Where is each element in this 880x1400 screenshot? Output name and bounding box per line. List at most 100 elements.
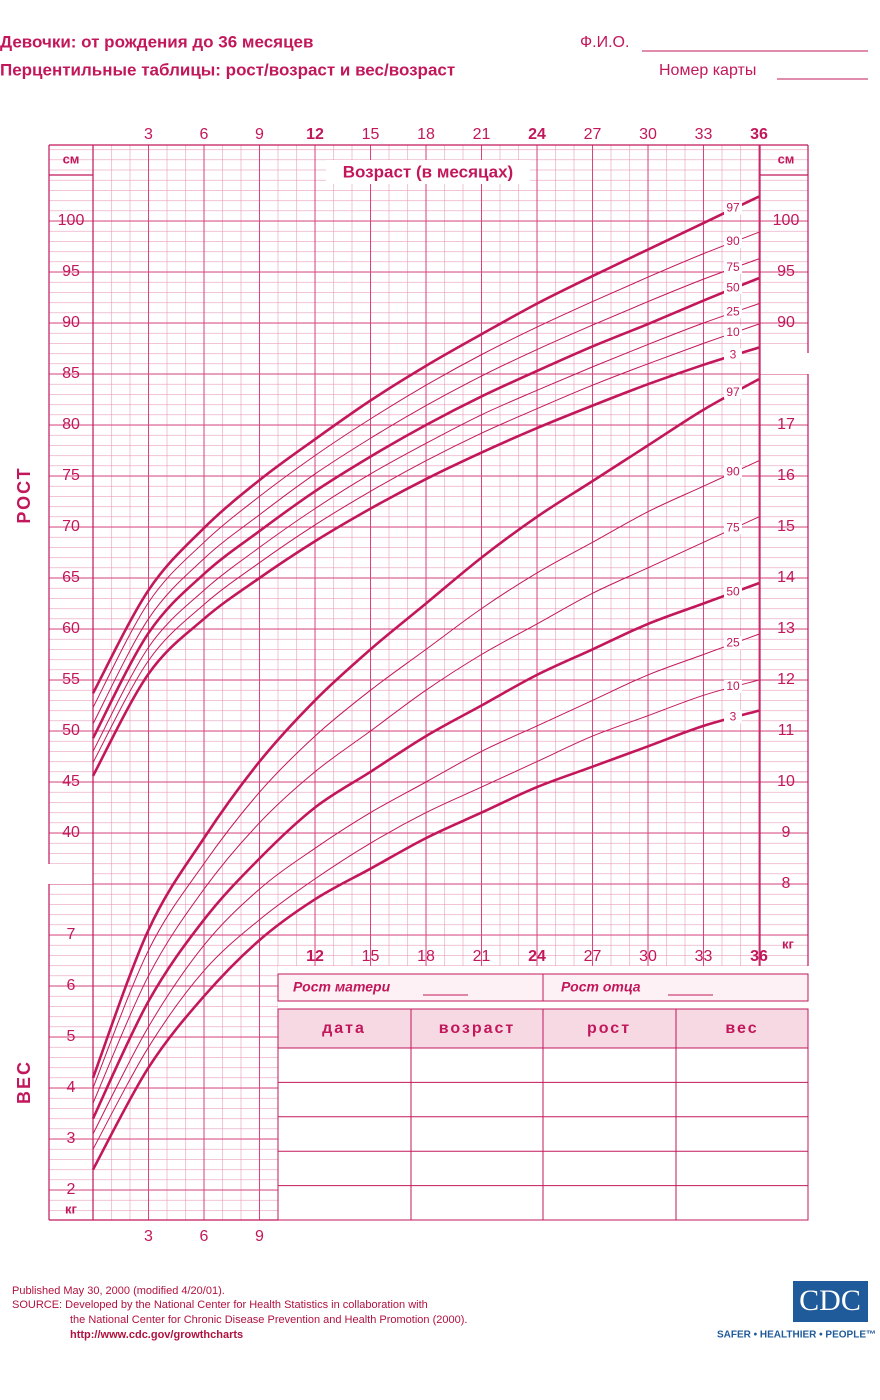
curve-label-bg — [724, 348, 742, 362]
column-header: дата — [322, 1020, 366, 1037]
unit-label: см — [778, 151, 795, 166]
y-tick-label: 10 — [777, 773, 795, 790]
x-tick-label: 21 — [473, 126, 491, 143]
y-tick-label: 90 — [62, 314, 80, 331]
y-tick-label: 60 — [62, 620, 80, 637]
y-tick-label: 95 — [62, 263, 80, 280]
y-tick-label: 7 — [67, 926, 76, 943]
x-tick-label: 33 — [695, 126, 713, 143]
y-tick-label: 4 — [67, 1079, 76, 1096]
x-tick-label: 21 — [473, 948, 491, 965]
y-tick-label: 17 — [777, 416, 795, 433]
x-tick-label: 18 — [417, 126, 435, 143]
slogan: SAFER • HEALTHIER • PEOPLE™ — [717, 1330, 876, 1341]
published: Published May 30, 2000 (modified 4/20/01… — [12, 1285, 225, 1297]
x-tick-label: 27 — [584, 126, 602, 143]
y-tick-label: 6 — [67, 977, 76, 994]
y-axis-title: ВЕС — [14, 1060, 34, 1104]
x-tick-label: 30 — [639, 948, 657, 965]
unit-label: кг — [782, 936, 795, 951]
x-tick-label: 24 — [528, 948, 546, 965]
y-tick-label: 80 — [62, 416, 80, 433]
x-tick-label: 9 — [255, 126, 264, 143]
percentile-curve — [92, 460, 760, 1089]
y-tick-label: 9 — [782, 824, 791, 841]
curve-label-bg — [724, 465, 742, 479]
y-tick-label: 8 — [782, 875, 791, 892]
y-tick-label: 16 — [777, 467, 795, 484]
x-tick-label: 33 — [695, 948, 713, 965]
father-height: Рост отца — [561, 979, 641, 995]
curve-label-bg — [724, 234, 742, 248]
curve-label-bg — [724, 385, 742, 399]
curve-label: 25 — [726, 635, 740, 649]
percentile-curve — [91, 581, 760, 1120]
curve-label: 75 — [726, 520, 740, 534]
y-tick-label: 15 — [777, 518, 795, 535]
xlabel-bg — [326, 160, 530, 184]
x-tick-label: 3 — [144, 1228, 153, 1245]
x-tick-label: 27 — [584, 948, 602, 965]
column-header: возраст — [439, 1020, 516, 1037]
curve-label: 25 — [726, 305, 740, 319]
x-tick-label: 12 — [306, 126, 324, 143]
subtitle: Перцентильные таблицы: рост/возраст и ве… — [0, 60, 455, 79]
curve-label: 97 — [726, 201, 740, 215]
curve-label-bg — [724, 521, 742, 535]
curve-label: 10 — [726, 325, 740, 339]
percentile-curve — [92, 258, 760, 725]
curve-label: 50 — [726, 584, 740, 598]
curve-label: 10 — [726, 679, 740, 693]
unit-label: кг — [65, 1201, 78, 1216]
curve-label: 75 — [726, 260, 740, 274]
curve-label-bg — [724, 585, 742, 599]
x-tick-label: 36 — [750, 948, 768, 965]
y-tick-label: 95 — [777, 263, 795, 280]
y-tick-label: 5 — [67, 1028, 76, 1045]
percentile-curve — [92, 303, 760, 752]
x-tick-label: 15 — [362, 126, 380, 143]
x-tick-label: 18 — [417, 948, 435, 965]
percentile-curve — [91, 709, 760, 1171]
record-table: Рост матери Рост отца дата возраст рост … — [277, 966, 809, 1221]
source: SOURCE: Developed by the National Center… — [12, 1299, 428, 1311]
y-tick-label: 2 — [67, 1181, 76, 1198]
y-tick-label: 3 — [67, 1130, 76, 1147]
y-tick-label: 50 — [62, 722, 80, 739]
mother-height: Рост матери — [293, 979, 391, 995]
x-tick-label: 6 — [200, 1228, 209, 1245]
y-tick-label: 100 — [773, 212, 800, 229]
curve-label: 90 — [726, 234, 740, 248]
right-gap — [760, 353, 821, 374]
y-tick-label: 70 — [62, 518, 80, 535]
left-gap — [40, 864, 93, 884]
percentile-curve — [91, 346, 760, 777]
logo-box — [793, 1281, 868, 1322]
percentile-curve — [92, 323, 760, 763]
x-tick-label: 24 — [528, 126, 546, 143]
curve-label-bg — [724, 201, 742, 215]
y-tick-label: 13 — [777, 620, 795, 637]
percentile-curve — [92, 633, 760, 1135]
curves — [91, 195, 760, 1171]
record-field: Номер карты — [659, 62, 756, 79]
logo: CDC — [799, 1284, 861, 1317]
source: the National Center for Chronic Disease … — [70, 1314, 467, 1326]
column-header: рост — [587, 1020, 631, 1037]
percentile-curve — [91, 377, 760, 1079]
y-tick-label: 12 — [777, 671, 795, 688]
unit-label: см — [63, 151, 80, 166]
y-tick-label: 11 — [778, 722, 795, 739]
y-tick-label: 85 — [62, 365, 80, 382]
column-header: вес — [725, 1020, 758, 1037]
name-field: Ф.И.О. — [580, 34, 629, 51]
curve-label: 3 — [730, 347, 737, 361]
curve-label-bg — [724, 325, 742, 339]
percentile-curve — [91, 195, 760, 694]
x-tick-label: 15 — [362, 948, 380, 965]
y-tick-label: 55 — [62, 671, 80, 688]
curve-label-bg — [724, 260, 742, 274]
title: Девочки: от рождения до 36 месяцев — [0, 32, 313, 51]
y-axis-title: РОСТ — [14, 466, 34, 523]
y-tick-label: 90 — [777, 314, 795, 331]
